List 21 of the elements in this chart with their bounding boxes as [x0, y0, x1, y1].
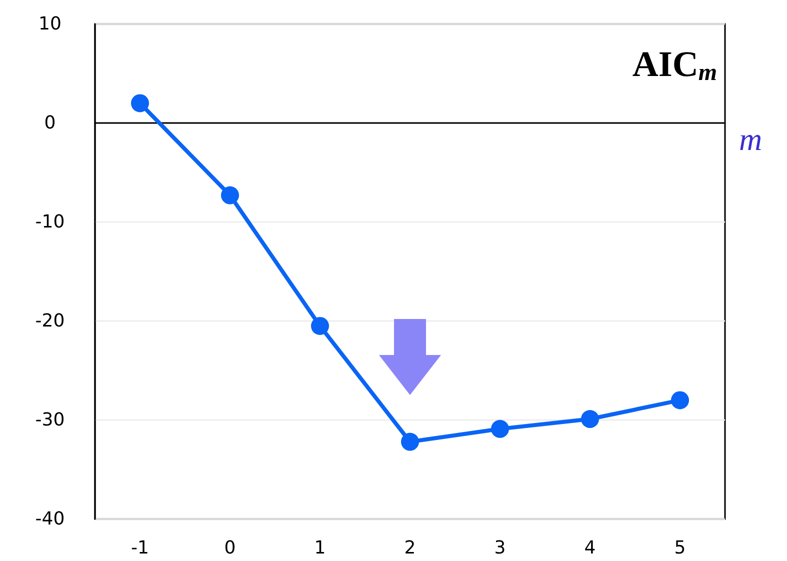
point: [131, 94, 149, 112]
x-axis-title: m: [739, 121, 762, 157]
point: [221, 186, 239, 204]
x-tick-label: 4: [584, 538, 596, 558]
y-tick-label: -40: [35, 508, 65, 530]
x-tick-label: 5: [674, 538, 686, 558]
x-tick-label: 0: [224, 538, 236, 558]
y-tick-label: 10: [38, 14, 62, 34]
point: [491, 420, 509, 438]
point: [401, 432, 419, 451]
x-tick-label: 1: [314, 538, 326, 558]
y-tick-label: 0: [44, 112, 56, 134]
point: [311, 316, 329, 335]
y-tick-label: -20: [35, 310, 65, 332]
point: [671, 391, 689, 410]
x-tick-label: -1: [131, 538, 149, 558]
x-tick-label: 3: [494, 538, 506, 558]
x-tick-label: 2: [404, 538, 416, 558]
y-tick-label: -30: [35, 410, 65, 430]
y-tick-label: -10: [35, 212, 65, 232]
point: [581, 410, 599, 428]
